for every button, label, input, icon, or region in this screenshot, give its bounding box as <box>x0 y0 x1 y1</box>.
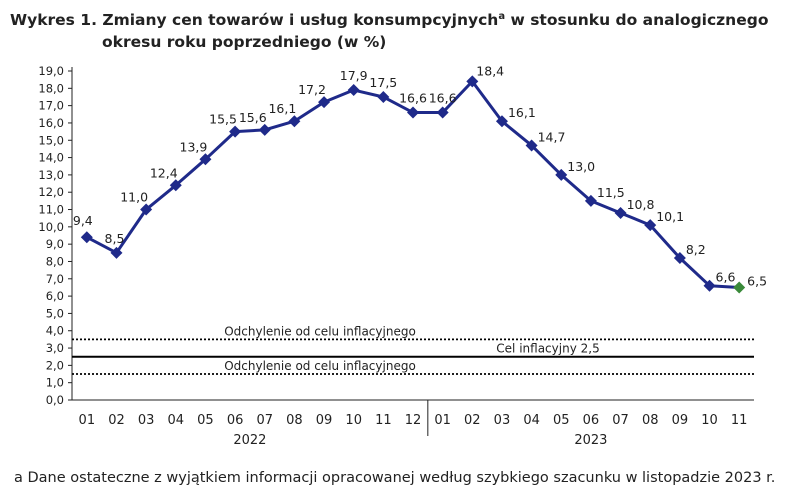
x-tick-label: 10 <box>345 413 362 428</box>
data-point <box>199 153 212 166</box>
data-point <box>466 75 479 88</box>
chart-title: Wykres 1. Zmiany cen towarów i usług kon… <box>10 6 780 53</box>
y-tick-label: 13,0 <box>38 168 64 182</box>
y-tick-label: 1,0 <box>46 376 64 390</box>
data-point <box>229 125 242 138</box>
data-label: 16,6 <box>399 91 427 106</box>
data-point <box>495 115 508 128</box>
x-tick-label: 08 <box>286 413 303 428</box>
data-point <box>673 252 686 265</box>
data-point <box>525 139 538 152</box>
data-point-highlight <box>733 281 746 294</box>
data-label: 8,2 <box>686 242 706 257</box>
x-tick-label: 03 <box>494 413 511 428</box>
data-label: 15,5 <box>209 112 237 127</box>
y-tick-label: 5,0 <box>46 306 64 320</box>
x-tick-label: 10 <box>701 413 718 428</box>
x-tick-label: 07 <box>256 413 273 428</box>
data-label: 8,5 <box>105 231 125 246</box>
data-label: 16,1 <box>508 105 536 120</box>
y-tick-label: 16,0 <box>38 116 64 130</box>
y-tick-label: 15,0 <box>38 133 64 147</box>
footnote: a Dane ostateczne z wyjątkiem informacji… <box>14 470 776 486</box>
data-label: 14,7 <box>538 129 566 144</box>
data-point <box>258 123 271 136</box>
y-tick-label: 3,0 <box>46 341 64 355</box>
x-tick-label: 12 <box>405 413 422 428</box>
data-label: 11,5 <box>597 185 625 200</box>
data-label: 18,4 <box>476 63 504 78</box>
data-point <box>110 246 123 259</box>
y-tick-label: 8,0 <box>46 254 64 268</box>
x-tick-label: 01 <box>434 413 451 428</box>
y-tick-label: 4,0 <box>46 324 64 338</box>
x-tick-label: 09 <box>672 413 689 428</box>
y-tick-label: 18,0 <box>38 81 64 95</box>
data-label: 10,8 <box>627 197 655 212</box>
data-point <box>347 84 360 97</box>
y-tick-label: 7,0 <box>46 272 64 286</box>
y-tick-label: 19,0 <box>38 64 64 78</box>
data-label: 16,6 <box>429 91 457 106</box>
x-tick-label: 04 <box>168 413 185 428</box>
data-point <box>318 96 331 109</box>
data-point <box>377 90 390 103</box>
x-tick-label: 09 <box>316 413 333 428</box>
x-tick-label: 06 <box>583 413 600 428</box>
data-label: 11,0 <box>120 190 148 205</box>
x-tick-label: 05 <box>197 413 214 428</box>
data-point <box>140 203 153 216</box>
data-label: 6,6 <box>716 270 736 285</box>
title-line-2: okresu roku poprzedniego (w %) <box>102 33 387 52</box>
data-label: 13,9 <box>180 139 208 154</box>
x-tick-label: 04 <box>523 413 540 428</box>
y-tick-label: 12,0 <box>38 185 64 199</box>
data-label: 10,1 <box>656 209 684 224</box>
x-tick-label: 05 <box>553 413 570 428</box>
y-tick-label: 17,0 <box>38 99 64 113</box>
data-label: 15,6 <box>239 110 267 125</box>
data-point <box>436 106 449 119</box>
data-point <box>555 168 568 181</box>
data-label: 16,1 <box>268 101 296 116</box>
data-point <box>80 231 93 244</box>
data-label: 17,2 <box>298 82 326 97</box>
x-tick-label: 03 <box>138 413 155 428</box>
year-label: 2022 <box>233 433 266 448</box>
y-tick-label: 11,0 <box>38 203 64 217</box>
data-label: 12,4 <box>150 165 178 180</box>
data-point <box>644 219 657 232</box>
y-tick-label: 2,0 <box>46 358 64 372</box>
x-tick-label: 11 <box>731 413 748 428</box>
x-tick-label: 01 <box>79 413 96 428</box>
data-point <box>288 115 301 128</box>
title-line-1: Wykres 1. Zmiany cen towarów i usług kon… <box>10 11 769 30</box>
x-tick-label: 11 <box>375 413 392 428</box>
x-tick-label: 02 <box>464 413 481 428</box>
x-tick-label: 08 <box>642 413 659 428</box>
data-label: 17,9 <box>340 68 368 83</box>
y-tick-label: 10,0 <box>38 220 64 234</box>
data-point <box>614 206 627 219</box>
data-point <box>169 179 182 192</box>
data-label: 13,0 <box>567 159 595 174</box>
year-label: 2023 <box>574 433 607 448</box>
data-point <box>584 194 597 207</box>
reference-line-label: Cel inflacyjny 2,5 <box>496 342 599 356</box>
data-label: 9,4 <box>73 213 93 228</box>
reference-line-label: Odchylenie od celu inflacyjnego <box>224 324 416 338</box>
data-point <box>407 106 419 119</box>
data-label: 17,5 <box>369 75 397 90</box>
y-tick-label: 14,0 <box>38 151 64 165</box>
y-tick-label: 6,0 <box>46 289 64 303</box>
x-tick-label: 06 <box>227 413 244 428</box>
x-tick-label: 02 <box>108 413 125 428</box>
data-label: 6,5 <box>747 273 767 288</box>
reference-line-label: Odchylenie od celu inflacyjnego <box>224 359 416 373</box>
x-tick-label: 07 <box>612 413 629 428</box>
data-point <box>703 279 716 292</box>
y-tick-label: 9,0 <box>46 237 64 251</box>
y-tick-label: 0,0 <box>46 393 64 407</box>
